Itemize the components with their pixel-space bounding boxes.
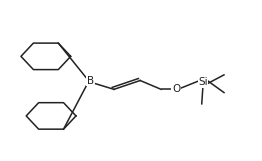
Text: Si: Si [198, 77, 208, 87]
Text: O: O [172, 84, 180, 94]
Text: B: B [87, 76, 94, 85]
